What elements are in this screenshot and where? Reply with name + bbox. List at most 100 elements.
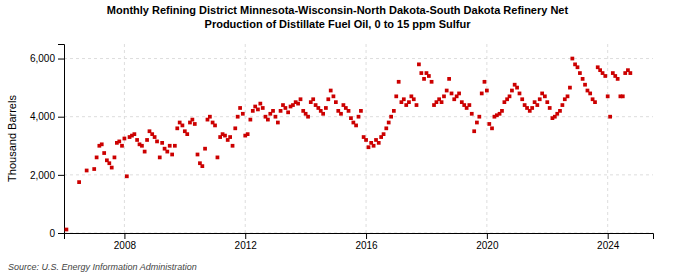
title-line: Monthly Refining District Minnesota-Wisc… xyxy=(107,4,569,16)
point xyxy=(412,97,416,101)
point xyxy=(65,228,69,232)
annotation: Source: U.S. Energy Information Administ… xyxy=(8,262,197,272)
point xyxy=(306,115,310,119)
point xyxy=(95,156,99,160)
point xyxy=(248,118,252,122)
point xyxy=(520,97,524,101)
point xyxy=(286,110,290,114)
point xyxy=(271,109,275,113)
point xyxy=(329,89,333,93)
tick: 2016 xyxy=(355,233,378,251)
point xyxy=(442,94,446,98)
point xyxy=(545,100,549,104)
point xyxy=(500,109,504,113)
point xyxy=(561,103,565,107)
tick: 0 xyxy=(49,228,64,239)
point xyxy=(133,132,137,136)
point xyxy=(543,94,547,98)
point xyxy=(475,121,479,125)
grid-line-y xyxy=(64,174,653,175)
tick-mark xyxy=(124,233,125,239)
point xyxy=(191,118,195,122)
tick-mark xyxy=(58,59,64,60)
point xyxy=(628,71,632,75)
point xyxy=(276,121,280,125)
point xyxy=(535,103,539,107)
point xyxy=(485,89,489,93)
point xyxy=(402,97,406,101)
point xyxy=(407,100,411,104)
point xyxy=(472,129,476,133)
points xyxy=(65,57,633,232)
point xyxy=(274,115,278,119)
point xyxy=(77,180,81,184)
point xyxy=(279,109,283,113)
point xyxy=(394,94,398,98)
point xyxy=(208,115,212,119)
point xyxy=(419,71,423,75)
point xyxy=(113,156,117,160)
tick-mark xyxy=(58,117,64,118)
point xyxy=(181,124,185,128)
point xyxy=(538,97,542,101)
tick: 2,000 xyxy=(30,170,64,181)
point xyxy=(470,112,474,116)
point xyxy=(85,169,89,173)
point xyxy=(228,135,232,139)
title: Monthly Refining District Minnesota-Wisc… xyxy=(107,4,569,30)
point xyxy=(332,94,336,98)
tick: 2012 xyxy=(235,233,258,251)
point xyxy=(616,77,620,81)
point xyxy=(193,122,197,126)
point xyxy=(123,137,127,141)
tick-label: 2008 xyxy=(114,240,137,251)
point xyxy=(107,161,111,165)
point xyxy=(349,116,353,120)
grid xyxy=(64,44,653,233)
point xyxy=(387,121,391,125)
point xyxy=(196,153,200,157)
point xyxy=(258,102,262,106)
point xyxy=(445,89,449,93)
tick-mark xyxy=(58,175,64,176)
tick-mark xyxy=(487,233,488,239)
point xyxy=(160,141,164,145)
point xyxy=(299,97,303,101)
point xyxy=(170,153,174,157)
tick-label: 2016 xyxy=(355,240,378,251)
tick-mark xyxy=(608,233,609,239)
point xyxy=(480,92,484,96)
y-axis: 02,0004,0006,000 xyxy=(30,45,65,239)
point xyxy=(483,80,487,84)
tick-mark xyxy=(245,233,246,239)
axis-line xyxy=(65,234,654,240)
point xyxy=(354,124,358,128)
point xyxy=(487,122,491,126)
point xyxy=(168,144,172,148)
point xyxy=(367,145,371,149)
point xyxy=(223,134,227,138)
title-line: Production of Distillate Fuel Oil, 0 to … xyxy=(205,18,472,30)
point xyxy=(284,106,288,110)
axis-line xyxy=(58,45,65,234)
point xyxy=(603,74,607,78)
tick-label: 2020 xyxy=(476,240,499,251)
point xyxy=(382,132,386,136)
point xyxy=(200,164,204,168)
point xyxy=(583,83,587,87)
point xyxy=(593,100,597,104)
point xyxy=(100,142,104,146)
point xyxy=(241,112,245,116)
point xyxy=(447,77,451,81)
point xyxy=(417,62,421,66)
grid-line-y xyxy=(64,58,653,59)
plot-area: 2008201220162020202402,0004,0006,000 xyxy=(30,44,654,251)
point xyxy=(570,57,574,61)
point xyxy=(296,102,300,106)
point xyxy=(236,115,240,119)
tick-mark xyxy=(58,233,64,234)
point xyxy=(233,126,237,130)
point xyxy=(581,77,585,81)
point xyxy=(477,115,481,119)
point xyxy=(143,150,147,154)
